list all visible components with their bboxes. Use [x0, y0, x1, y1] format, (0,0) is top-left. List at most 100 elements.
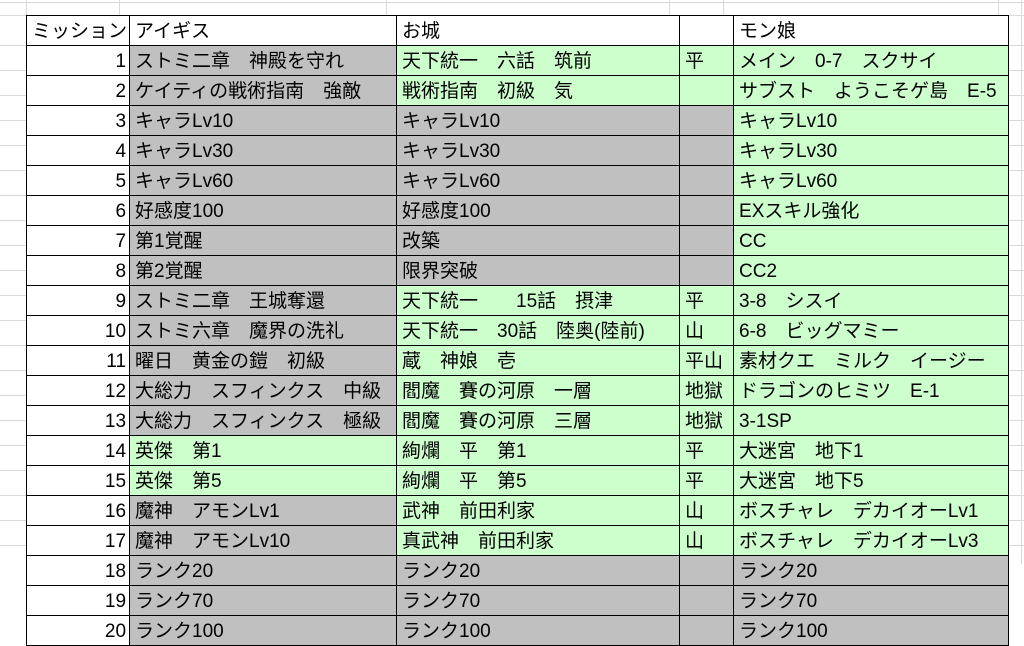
- terrain-cell[interactable]: 山: [679, 525, 735, 556]
- aigis-cell[interactable]: ストミ二章 神殿を守れ: [129, 45, 398, 76]
- mission-number-cell[interactable]: 14: [25, 435, 131, 466]
- monmusu-cell[interactable]: 素材クエ ミルク イージー: [733, 345, 1010, 376]
- monmusu-cell[interactable]: メイン 0-7 スクサイ: [733, 45, 1010, 76]
- mission-number-cell[interactable]: 12: [25, 375, 131, 406]
- mission-number-cell[interactable]: 18: [25, 555, 131, 586]
- oshiro-cell[interactable]: ランク100: [396, 615, 681, 646]
- aigis-cell[interactable]: キャラLv10: [129, 105, 398, 136]
- column-header-mission[interactable]: ミッション: [25, 15, 131, 46]
- monmusu-cell[interactable]: ランク70: [733, 585, 1010, 616]
- column-header-terrain[interactable]: [679, 15, 735, 46]
- terrain-cell[interactable]: [679, 75, 735, 106]
- terrain-cell[interactable]: 山: [679, 315, 735, 346]
- monmusu-cell[interactable]: ボスチャレ デカイオーLv3: [733, 525, 1010, 556]
- mission-number-cell[interactable]: 10: [25, 315, 131, 346]
- oshiro-cell[interactable]: 限界突破: [396, 255, 681, 286]
- mission-number-cell[interactable]: 2: [25, 75, 131, 106]
- terrain-cell[interactable]: 地獄: [679, 375, 735, 406]
- mission-number-cell[interactable]: 5: [25, 165, 131, 196]
- terrain-cell[interactable]: 平: [679, 465, 735, 496]
- aigis-cell[interactable]: キャラLv30: [129, 135, 398, 166]
- aigis-cell[interactable]: 第2覚醒: [129, 255, 398, 286]
- oshiro-cell[interactable]: 閻魔 賽の河原 一層: [396, 375, 681, 406]
- monmusu-cell[interactable]: ドラゴンのヒミツ E-1: [733, 375, 1010, 406]
- aigis-cell[interactable]: 大総力 スフィンクス 中級: [129, 375, 398, 406]
- oshiro-cell[interactable]: 閻魔 賽の河原 三層: [396, 405, 681, 436]
- mission-number-cell[interactable]: 15: [25, 465, 131, 496]
- oshiro-cell[interactable]: 天下統一 30話 陸奥(陸前): [396, 315, 681, 346]
- mission-number-cell[interactable]: 20: [25, 615, 131, 646]
- aigis-cell[interactable]: ストミ六章 魔界の洗礼: [129, 315, 398, 346]
- monmusu-cell[interactable]: CC: [733, 225, 1010, 256]
- mission-number-cell[interactable]: 17: [25, 525, 131, 556]
- aigis-cell[interactable]: 魔神 アモンLv1: [129, 495, 398, 526]
- terrain-cell[interactable]: [679, 585, 735, 616]
- aigis-cell[interactable]: 英傑 第1: [129, 435, 398, 466]
- terrain-cell[interactable]: 平: [679, 435, 735, 466]
- monmusu-cell[interactable]: EXスキル強化: [733, 195, 1010, 226]
- oshiro-cell[interactable]: キャラLv10: [396, 105, 681, 136]
- mission-number-cell[interactable]: 3: [25, 105, 131, 136]
- monmusu-cell[interactable]: キャラLv10: [733, 105, 1010, 136]
- oshiro-cell[interactable]: 戦術指南 初級 気: [396, 75, 681, 106]
- mission-number-cell[interactable]: 4: [25, 135, 131, 166]
- oshiro-cell[interactable]: 天下統一 15話 摂津: [396, 285, 681, 316]
- monmusu-cell[interactable]: 3-8 シスイ: [733, 285, 1010, 316]
- oshiro-cell[interactable]: 真武神 前田利家: [396, 525, 681, 556]
- mission-number-cell[interactable]: 16: [25, 495, 131, 526]
- column-header-monmusu[interactable]: モン娘: [733, 15, 1010, 46]
- oshiro-cell[interactable]: 武神 前田利家: [396, 495, 681, 526]
- terrain-cell[interactable]: 平山: [679, 345, 735, 376]
- terrain-cell[interactable]: [679, 135, 735, 166]
- aigis-cell[interactable]: 魔神 アモンLv10: [129, 525, 398, 556]
- mission-number-cell[interactable]: 8: [25, 255, 131, 286]
- oshiro-cell[interactable]: 天下統一 六話 筑前: [396, 45, 681, 76]
- terrain-cell[interactable]: 地獄: [679, 405, 735, 436]
- aigis-cell[interactable]: ケイティの戦術指南 強敵: [129, 75, 398, 106]
- aigis-cell[interactable]: ランク20: [129, 555, 398, 586]
- terrain-cell[interactable]: [679, 615, 735, 646]
- terrain-cell[interactable]: [679, 555, 735, 586]
- monmusu-cell[interactable]: ボスチャレ デカイオーLv1: [733, 495, 1010, 526]
- terrain-cell[interactable]: [679, 105, 735, 136]
- mission-number-cell[interactable]: 19: [25, 585, 131, 616]
- terrain-cell[interactable]: [679, 165, 735, 196]
- monmusu-cell[interactable]: ランク100: [733, 615, 1010, 646]
- mission-number-cell[interactable]: 13: [25, 405, 131, 436]
- monmusu-cell[interactable]: CC2: [733, 255, 1010, 286]
- monmusu-cell[interactable]: 大迷宮 地下1: [733, 435, 1010, 466]
- aigis-cell[interactable]: 曜日 黄金の鎧 初級: [129, 345, 398, 376]
- terrain-cell[interactable]: 平: [679, 285, 735, 316]
- monmusu-cell[interactable]: 3-1SP: [733, 405, 1010, 436]
- mission-number-cell[interactable]: 9: [25, 285, 131, 316]
- monmusu-cell[interactable]: サブスト ようこそゲ島 E-5: [733, 75, 1010, 106]
- mission-number-cell[interactable]: 11: [25, 345, 131, 376]
- oshiro-cell[interactable]: キャラLv60: [396, 165, 681, 196]
- aigis-cell[interactable]: 好感度100: [129, 195, 398, 226]
- oshiro-cell[interactable]: ランク70: [396, 585, 681, 616]
- oshiro-cell[interactable]: 絢爛 平 第5: [396, 465, 681, 496]
- oshiro-cell[interactable]: 蔵 神娘 壱: [396, 345, 681, 376]
- terrain-cell[interactable]: [679, 225, 735, 256]
- mission-number-cell[interactable]: 7: [25, 225, 131, 256]
- mission-number-cell[interactable]: 1: [25, 45, 131, 76]
- monmusu-cell[interactable]: 大迷宮 地下5: [733, 465, 1010, 496]
- terrain-cell[interactable]: 山: [679, 495, 735, 526]
- terrain-cell[interactable]: 平: [679, 45, 735, 76]
- aigis-cell[interactable]: 英傑 第5: [129, 465, 398, 496]
- terrain-cell[interactable]: [679, 255, 735, 286]
- monmusu-cell[interactable]: ランク20: [733, 555, 1010, 586]
- aigis-cell[interactable]: ランク70: [129, 585, 398, 616]
- monmusu-cell[interactable]: キャラLv60: [733, 165, 1010, 196]
- oshiro-cell[interactable]: 好感度100: [396, 195, 681, 226]
- monmusu-cell[interactable]: 6-8 ビッグマミー: [733, 315, 1010, 346]
- mission-number-cell[interactable]: 6: [25, 195, 131, 226]
- monmusu-cell[interactable]: キャラLv30: [733, 135, 1010, 166]
- aigis-cell[interactable]: キャラLv60: [129, 165, 398, 196]
- oshiro-cell[interactable]: 絢爛 平 第1: [396, 435, 681, 466]
- oshiro-cell[interactable]: ランク20: [396, 555, 681, 586]
- aigis-cell[interactable]: 第1覚醒: [129, 225, 398, 256]
- column-header-oshiro[interactable]: お城: [396, 15, 681, 46]
- aigis-cell[interactable]: 大総力 スフィンクス 極級: [129, 405, 398, 436]
- terrain-cell[interactable]: [679, 195, 735, 226]
